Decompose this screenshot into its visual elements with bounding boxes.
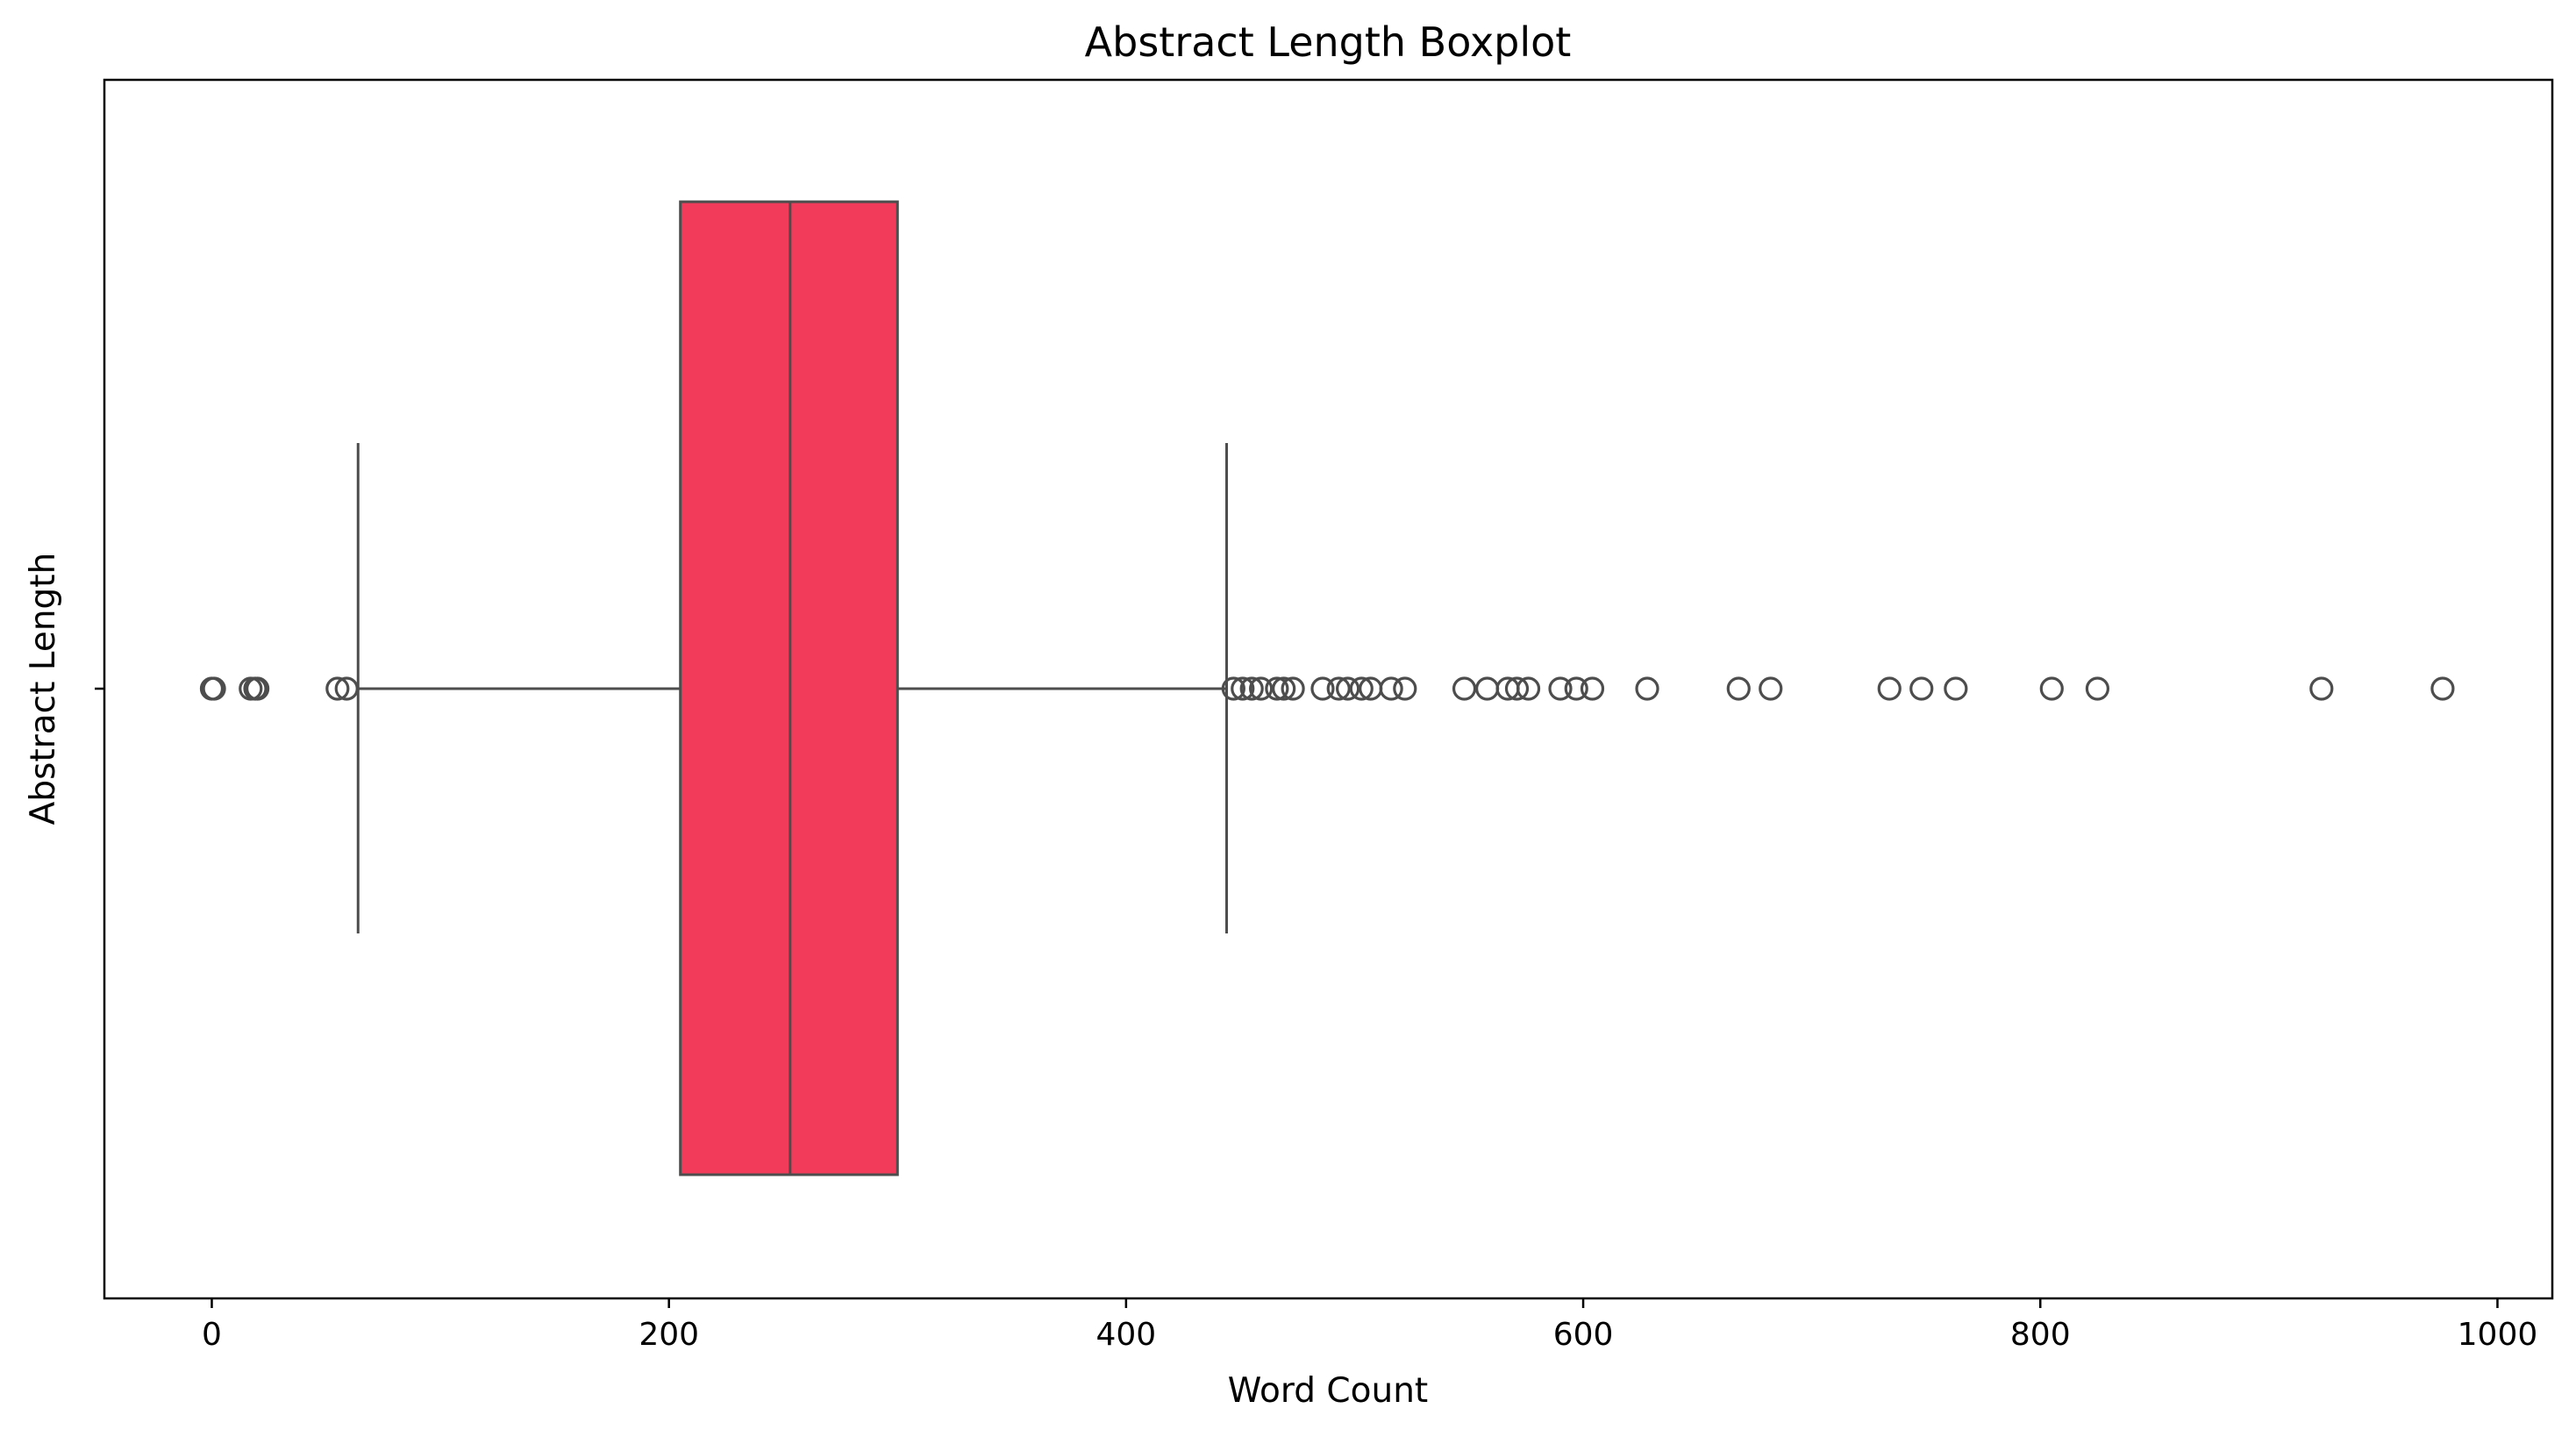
outlier-point xyxy=(2039,676,2064,701)
outlier-point xyxy=(2085,676,2110,701)
x-tick-label: 0 xyxy=(202,1317,222,1353)
outlier-point xyxy=(246,676,270,701)
x-axis-ticks: 0 200 400 600 800 1000 xyxy=(202,1298,2537,1353)
outlier-point xyxy=(334,676,359,701)
outlier-point xyxy=(1504,676,1530,701)
x-tick: 600 xyxy=(1553,1298,1614,1353)
outlier-point xyxy=(1452,676,1477,701)
outlier-point xyxy=(1239,676,1264,701)
outlier-point xyxy=(1516,676,1541,701)
x-tick-label: 400 xyxy=(1096,1317,1157,1353)
x-tick-label: 600 xyxy=(1553,1317,1614,1353)
x-tick: 1000 xyxy=(2458,1298,2538,1353)
outlier-point xyxy=(1393,676,1417,701)
x-tick-label: 800 xyxy=(2010,1317,2071,1353)
x-tick: 400 xyxy=(1096,1298,1157,1353)
outlier-point xyxy=(1281,676,1305,701)
outlier-point xyxy=(1726,676,1751,701)
outlier-point xyxy=(1249,676,1274,701)
outlier-point xyxy=(1759,676,1783,701)
outlier-point xyxy=(1349,676,1374,701)
outlier-point xyxy=(1231,676,1255,701)
outlier-point xyxy=(1635,676,1659,701)
x-tick: 800 xyxy=(2010,1298,2071,1353)
outlier-point xyxy=(1379,676,1403,701)
x-tick-label: 200 xyxy=(639,1317,699,1353)
x-tick: 0 xyxy=(202,1298,222,1353)
plot-area xyxy=(199,200,2455,1176)
outlier-point xyxy=(202,676,226,701)
x-tick-label: 1000 xyxy=(2458,1317,2538,1353)
outlier-point xyxy=(1265,676,1289,701)
chart-title: Abstract Length Boxplot xyxy=(1085,18,1572,66)
outlier-point xyxy=(1336,676,1360,701)
outlier-point xyxy=(1944,676,1968,701)
outlier-point xyxy=(1548,676,1573,701)
outlier-point xyxy=(1877,676,1902,701)
outlier-point xyxy=(2430,676,2455,701)
outlier-point xyxy=(1580,676,1605,701)
x-tick: 200 xyxy=(639,1298,699,1353)
outlier-point xyxy=(1272,676,1296,701)
x-axis-label: Word Count xyxy=(1228,1371,1428,1411)
outlier-point xyxy=(1564,676,1588,701)
outlier-point xyxy=(1310,676,1335,701)
outlier-point xyxy=(2309,676,2334,701)
y-axis-label: Abstract Length xyxy=(24,553,63,826)
outlier-point xyxy=(1221,676,1245,701)
outlier-point xyxy=(1909,676,1934,701)
outlier-point xyxy=(325,676,350,701)
outlier-point xyxy=(1326,676,1351,701)
